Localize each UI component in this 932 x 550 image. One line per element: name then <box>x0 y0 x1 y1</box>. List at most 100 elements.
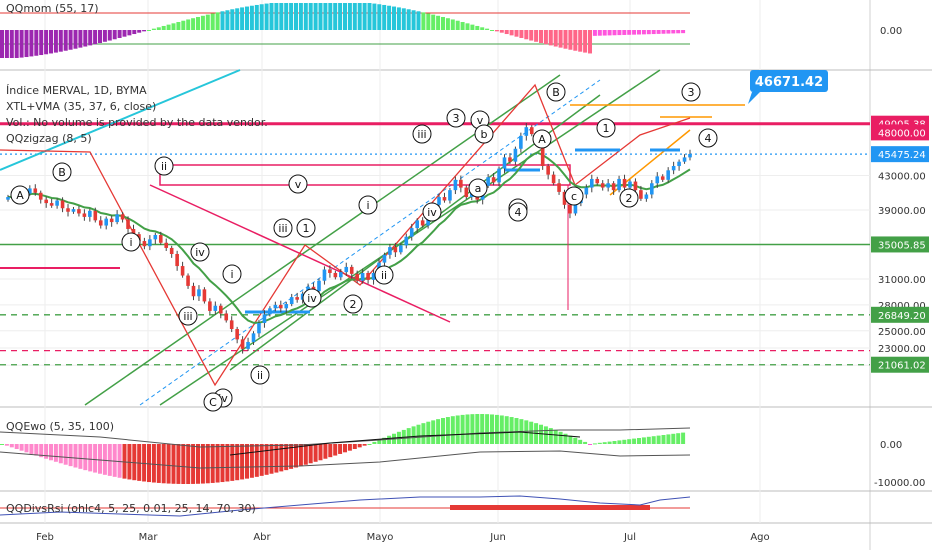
candle-body-122 <box>671 166 676 171</box>
wave-label-14: C <box>203 392 223 412</box>
candle-body-22 <box>126 219 130 229</box>
mom-bar-41 <box>200 15 205 30</box>
mom-bar-136 <box>666 30 671 34</box>
mom-bar-23 <box>112 30 117 40</box>
candle-body-26 <box>148 239 152 247</box>
trend-drawings <box>0 69 745 406</box>
mom-bar-2 <box>9 30 14 58</box>
mom-bar-11 <box>53 30 58 53</box>
ewo-bar-32 <box>156 444 161 483</box>
mom-bar-42 <box>205 14 210 30</box>
candle-body-80 <box>442 197 447 201</box>
candle-body-38 <box>213 305 218 311</box>
mom-bar-53 <box>259 4 264 30</box>
wave-text-0: A <box>16 189 24 202</box>
ewo-bar-133 <box>651 436 656 444</box>
ewo-bar-113 <box>553 429 558 444</box>
mom-bar-113 <box>553 30 558 47</box>
mom-bar-81 <box>396 7 401 30</box>
mom-bar-73 <box>357 3 362 30</box>
mom-bar-71 <box>347 3 352 30</box>
mom-bar-111 <box>543 30 548 45</box>
mom-bar-106 <box>519 30 524 38</box>
candle-body-58 <box>322 269 327 281</box>
wave-text-14: C <box>209 396 217 409</box>
candle-body-96 <box>529 127 534 135</box>
wave-circle-6 <box>178 306 198 326</box>
ewo-zero-label: 0.00 <box>880 440 902 451</box>
candle-body-29 <box>164 242 169 248</box>
ewo-bar-62 <box>303 444 308 465</box>
mom-bar-88 <box>431 14 436 30</box>
wave-label-22: ii <box>374 265 394 285</box>
mom-bar-60 <box>294 3 298 30</box>
ewo-bar-85 <box>416 424 421 444</box>
momentum-pane: QQmom (55, 17) 0.00 <box>0 2 902 58</box>
ewo-bar-118 <box>578 439 583 444</box>
wave-circle-30 <box>546 82 566 102</box>
candle-body-60 <box>333 272 338 278</box>
candle-body-34 <box>191 285 196 297</box>
price-badge-4: 26849.20 <box>871 306 929 323</box>
candle-body-40 <box>224 313 229 321</box>
y-tick-7: 43000.00 <box>878 172 926 183</box>
mom-bar-115 <box>563 30 568 49</box>
ewo-bar-33 <box>161 444 166 484</box>
ewo-bar-9 <box>44 444 49 459</box>
ewo-bar-26 <box>127 444 132 480</box>
ewo-bar-73 <box>357 444 362 448</box>
ewo-bar-11 <box>53 444 58 462</box>
ewo-bar-95 <box>465 414 470 444</box>
candle-body-79 <box>437 197 441 205</box>
mom-bar-132 <box>646 30 651 35</box>
mom-bar-89 <box>436 15 441 30</box>
wave-label-10: iv <box>302 288 322 308</box>
ewo-bar-39 <box>191 444 196 484</box>
wave-label-26: 1 <box>596 118 616 138</box>
candle-body-28 <box>158 235 163 243</box>
ewo-bar-45 <box>220 444 225 483</box>
wave-label-20: iv <box>422 202 442 222</box>
wave-text-1: B <box>58 166 66 179</box>
mom-bar-78 <box>382 4 387 30</box>
candle-body-92 <box>508 157 512 162</box>
mom-bar-6 <box>29 30 34 57</box>
ewo-bar-84 <box>411 426 416 444</box>
x-tick-1: Mar <box>139 532 159 543</box>
wave-text-9: 1 <box>303 222 310 235</box>
mom-bar-36 <box>176 22 181 30</box>
ewo-bar-89 <box>436 419 441 444</box>
ewo-bar-3 <box>14 444 19 450</box>
mom-title: QQmom (55, 17) <box>6 2 99 15</box>
wave-label-3: v <box>288 174 308 194</box>
mom-bar-59 <box>289 3 294 30</box>
mom-bar-64 <box>313 3 318 30</box>
ewo-bar-87 <box>426 421 431 444</box>
ewo-bar-74 <box>362 444 367 446</box>
ewo-bar-8 <box>39 444 44 458</box>
candle-body-108 <box>595 178 600 184</box>
wave-text-12: ii <box>257 369 263 382</box>
wave-label-28: 3 <box>681 82 701 102</box>
mom-bar-95 <box>465 23 470 30</box>
ewo-bar-54 <box>264 444 269 475</box>
price-badge-2: 45475.24 <box>871 146 929 163</box>
wave-text-4: i <box>129 236 132 249</box>
ewo-bar-51 <box>249 444 254 478</box>
wave-circle-5 <box>190 242 210 262</box>
mom-bar-62 <box>303 3 308 30</box>
candle-body-12 <box>71 209 76 212</box>
wave-circle-10 <box>302 288 322 308</box>
wave-circle-27 <box>619 188 639 208</box>
wave-circle-19 <box>474 124 494 144</box>
mom-bar-25 <box>122 30 127 37</box>
mom-bar-80 <box>392 6 396 30</box>
ewo-bar-134 <box>656 435 661 444</box>
candle-body-101 <box>557 183 561 192</box>
badge-box-2 <box>871 146 929 163</box>
mom-bar-85 <box>416 11 421 30</box>
teal-trendline <box>0 69 241 171</box>
ewo-bar-59 <box>289 444 294 469</box>
mom-bar-87 <box>426 13 431 30</box>
